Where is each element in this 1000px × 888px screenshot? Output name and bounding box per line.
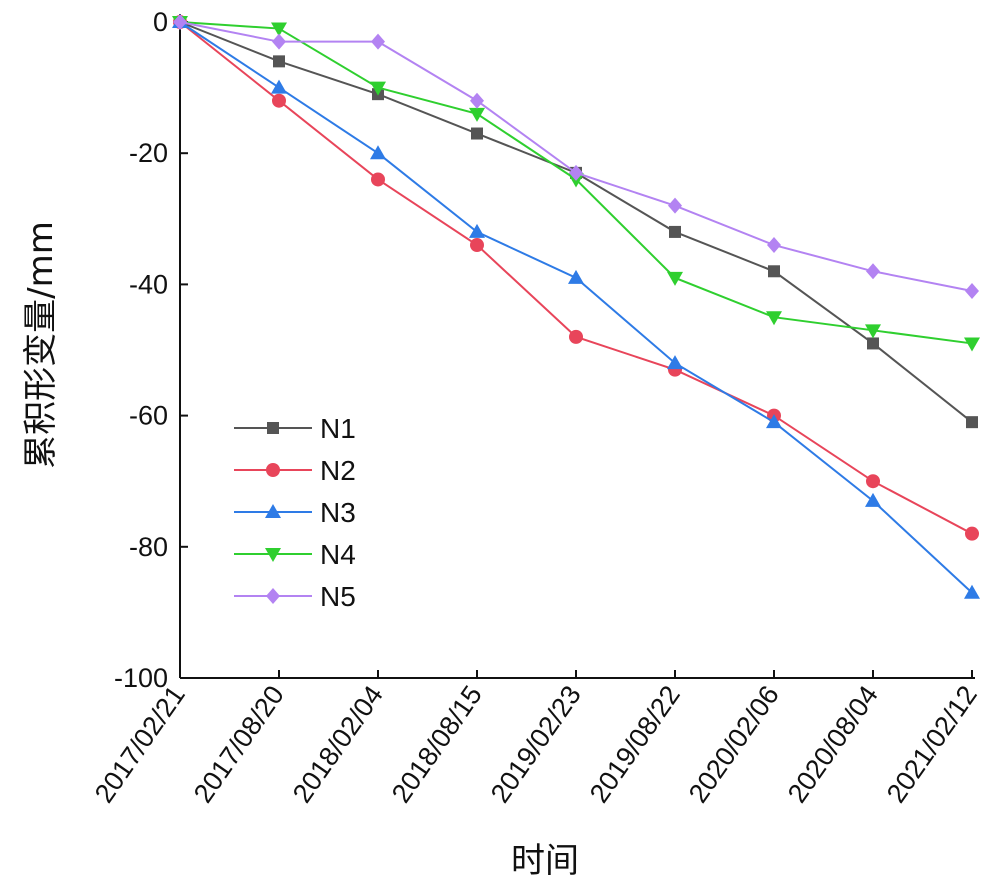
- y-axis-title: 累积形变量/mm: [21, 221, 61, 469]
- y-tick-label: -20: [129, 138, 168, 168]
- data-point-n3: [370, 145, 386, 160]
- data-point-n1: [471, 127, 483, 140]
- legend-item-n4: N4: [234, 539, 356, 570]
- data-point-n1: [669, 225, 681, 238]
- data-point-n5: [173, 14, 187, 30]
- series-line-n3: [179, 21, 973, 594]
- data-point-n1: [768, 265, 780, 278]
- data-point-n3: [964, 584, 980, 599]
- data-point-n5: [371, 33, 385, 50]
- x-tick-label: 2021/02/12: [881, 680, 983, 808]
- legend-label: N2: [320, 455, 356, 486]
- x-tick-label: 2019/08/22: [584, 680, 686, 808]
- legend-marker: [265, 548, 281, 562]
- data-point-n1: [867, 337, 879, 350]
- series-n5: [173, 14, 979, 299]
- data-point-n3: [766, 414, 782, 429]
- data-point-n5: [272, 33, 286, 50]
- data-point-n5: [668, 197, 682, 214]
- y-tick-label: -40: [129, 269, 168, 299]
- y-tick-label: -100: [114, 663, 168, 693]
- legend-item-n1: N1: [234, 413, 356, 444]
- legend-label: N3: [320, 497, 356, 528]
- series-line-n5: [179, 21, 973, 292]
- x-tick-label: 2018/08/15: [386, 680, 488, 808]
- data-point-n4: [865, 324, 881, 339]
- data-point-n4: [271, 22, 287, 37]
- series-n1: [174, 16, 978, 429]
- data-point-n4: [667, 271, 683, 286]
- legend: N1 N2 N3 N4 N5: [234, 413, 356, 612]
- data-point-n2: [470, 238, 484, 253]
- data-point-n3: [271, 79, 287, 94]
- y-tick-label: -60: [129, 401, 168, 431]
- data-point-n4: [964, 337, 980, 352]
- series-line-n1: [179, 21, 973, 423]
- data-point-n1: [273, 55, 285, 68]
- axes: 0-20-40-60-80-1002017/02/212017/08/20201…: [89, 7, 983, 808]
- legend-marker: [266, 588, 280, 604]
- data-point-n4: [469, 107, 485, 122]
- x-tick-label: 2017/02/21: [89, 680, 191, 808]
- legend-label: N1: [320, 413, 356, 444]
- x-axis-title: 时间: [511, 841, 579, 881]
- legend-label: N4: [320, 539, 356, 570]
- data-point-n2: [569, 329, 583, 344]
- data-point-n3: [568, 269, 584, 284]
- data-point-n5: [965, 282, 979, 299]
- legend-item-n5: N5: [234, 581, 356, 612]
- data-point-n5: [569, 164, 583, 181]
- y-tick-label: -80: [129, 532, 168, 562]
- y-tick-label: 0: [153, 7, 168, 37]
- legend-marker: [265, 504, 281, 518]
- data-point-n4: [370, 81, 386, 96]
- legend-item-n2: N2: [234, 455, 356, 486]
- x-tick-label: 2018/02/04: [287, 680, 389, 808]
- data-point-n5: [866, 263, 880, 280]
- data-point-n4: [766, 311, 782, 326]
- series-layer: [172, 14, 980, 599]
- data-point-n2: [272, 93, 286, 108]
- x-tick-label: 2020/08/04: [782, 680, 884, 808]
- legend-label: N5: [320, 581, 356, 612]
- data-point-n2: [866, 474, 880, 489]
- legend-item-n3: N3: [234, 497, 356, 528]
- data-point-n3: [469, 223, 485, 238]
- legend-marker: [267, 422, 279, 434]
- data-point-n5: [767, 237, 781, 254]
- x-tick-label: 2019/02/23: [485, 680, 587, 808]
- data-point-n5: [470, 92, 484, 109]
- data-point-n1: [966, 416, 978, 429]
- legend-marker: [266, 463, 280, 477]
- data-point-n2: [965, 526, 979, 541]
- x-tick-label: 2020/02/06: [683, 680, 785, 808]
- x-tick-label: 2017/08/20: [188, 680, 290, 808]
- data-point-n2: [371, 172, 385, 187]
- data-point-n3: [865, 492, 881, 507]
- data-point-n3: [667, 355, 683, 370]
